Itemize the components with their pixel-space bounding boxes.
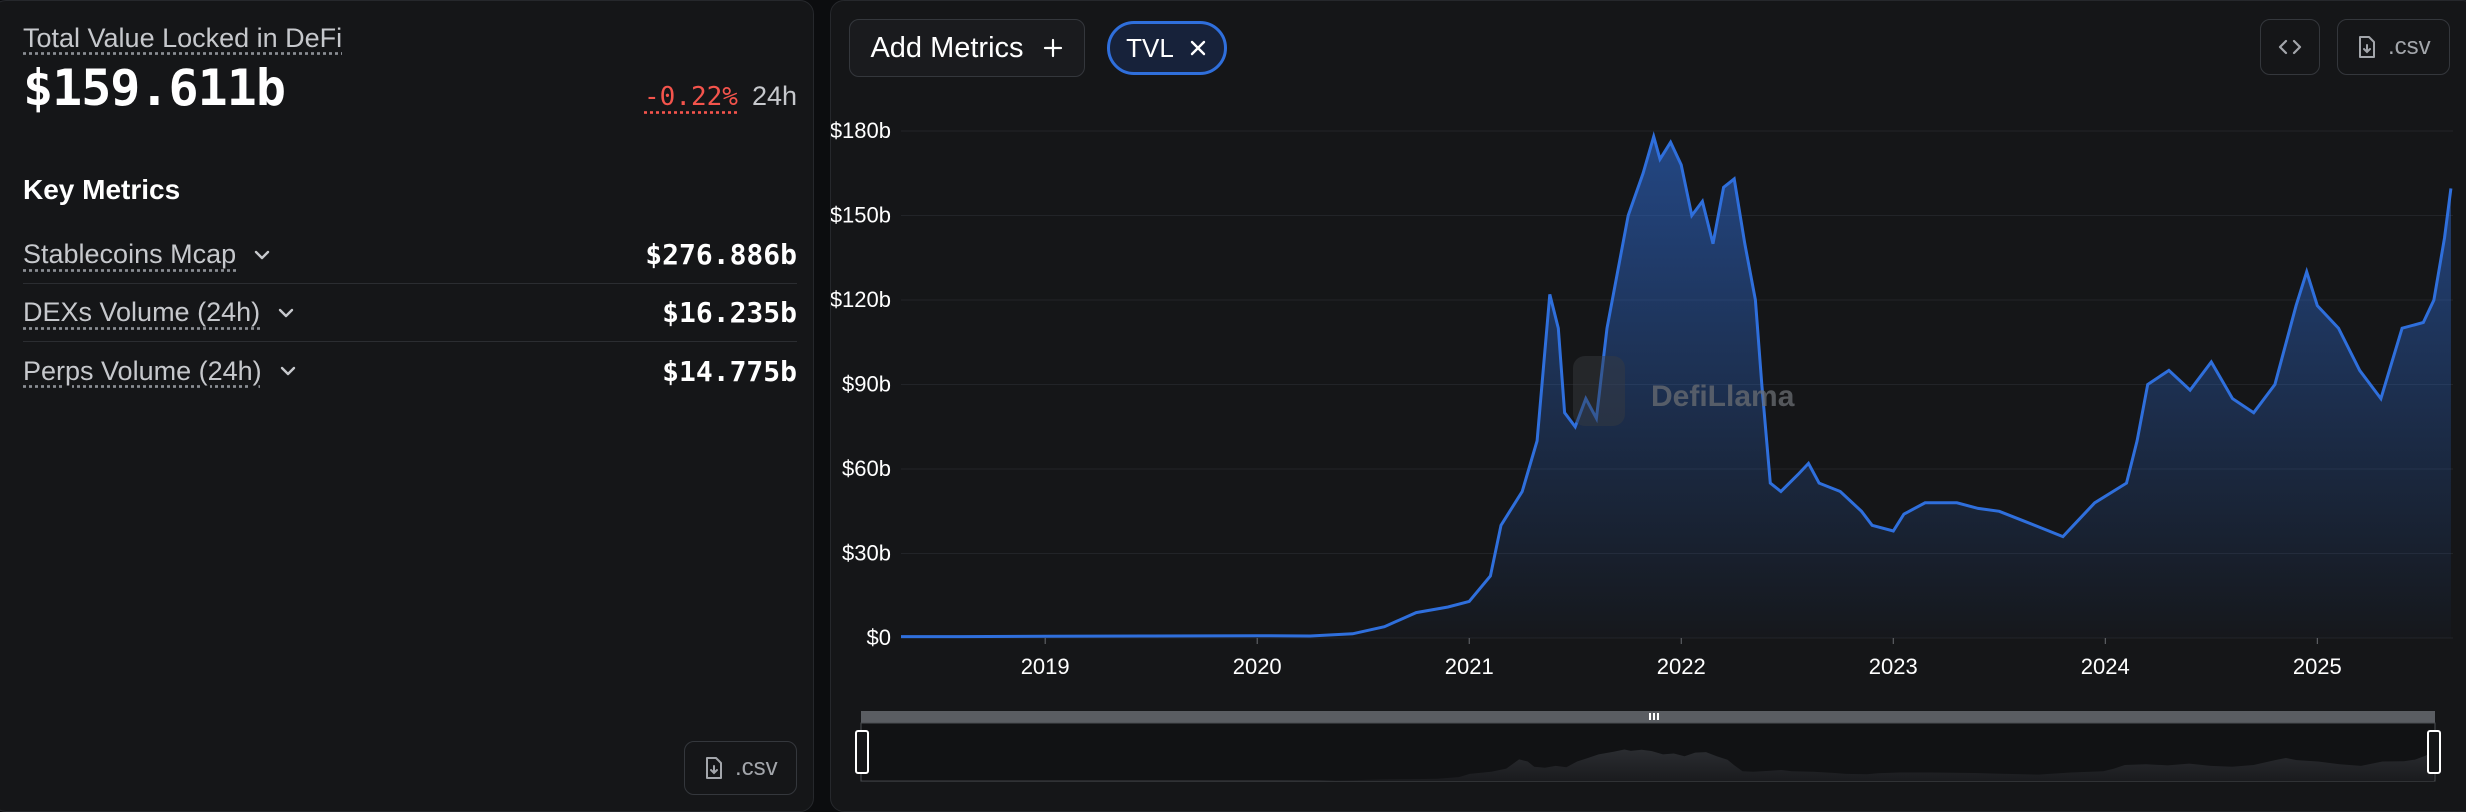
metric-row-perps-volume[interactable]: Perps Volume (24h) $14.775b [23, 342, 797, 400]
x-tick-label: 2021 [1445, 654, 1494, 679]
llama-logo-icon [1573, 356, 1625, 426]
range-navigator[interactable] [855, 711, 2441, 782]
y-tick-label: $150b [831, 203, 891, 228]
csv-label: .csv [2388, 33, 2431, 60]
tvl-area [901, 136, 2451, 638]
x-tick-label: 2019 [1021, 654, 1070, 679]
metric-value: $16.235b [662, 296, 797, 329]
y-axis: $0 $30b $60b $90b $120b $150b $180b [831, 118, 891, 650]
y-tick-label: $60b [842, 456, 891, 481]
y-tick-label: $30b [842, 541, 891, 566]
chart-panel: Add Metrics TVL .csv $0 $30b $60b $90b $120b… [830, 0, 2466, 812]
metric-label: Perps Volume (24h) [23, 355, 262, 386]
summary-panel: Total Value Locked in DeFi $159.611b -0.… [0, 0, 814, 812]
x-tick-label: 2024 [2081, 654, 2130, 679]
csv-download-button[interactable]: .csv [684, 741, 797, 795]
navigator-left-handle[interactable] [855, 730, 869, 774]
metric-toggle[interactable]: DEXs Volume (24h) [23, 297, 298, 328]
y-tick-label: $120b [831, 287, 891, 312]
plus-icon [1043, 38, 1062, 58]
x-tick-label: 2023 [1869, 654, 1918, 679]
tvl-change: -0.22% 24h [644, 81, 797, 112]
navigator-grip-icon[interactable] [1649, 713, 1659, 720]
change-value[interactable]: -0.22% [644, 82, 738, 112]
file-download-icon [706, 757, 722, 779]
metric-value: $14.775b [662, 354, 797, 388]
metric-value: $276.886b [645, 238, 797, 271]
watermark-text: DefiLlama [1651, 380, 1795, 413]
tvl-metric-chip[interactable]: TVL [1107, 21, 1227, 75]
add-metrics-label: Add Metrics [870, 31, 1024, 64]
y-tick-label: $180b [831, 118, 891, 143]
metric-toggle[interactable]: Stablecoins Mcap [23, 239, 274, 270]
change-period: 24h [751, 81, 797, 111]
x-axis: 2019 2020 2021 2022 2023 2024 2025 [1021, 638, 2342, 679]
chevron-down-icon [280, 366, 295, 376]
tvl-line[interactable] [901, 131, 2453, 639]
y-tick-label: $0 [867, 625, 891, 650]
x-tick-label: 2022 [1657, 654, 1706, 679]
csv-label: .csv [735, 754, 778, 781]
metric-label: DEXs Volume (24h) [23, 297, 261, 327]
navigator-preview [862, 749, 2434, 781]
metric-toggle[interactable]: Perps Volume (24h) [23, 356, 300, 387]
x-tick-label: 2020 [1233, 654, 1282, 679]
y-tick-label: $90b [842, 372, 891, 397]
metric-label: Stablecoins Mcap [23, 239, 237, 269]
file-download-icon [2359, 36, 2375, 58]
tvl-chart[interactable]: $0$30b$60b$90b$120b$150b$180b 2019 2020 20… [831, 1, 2466, 811]
embed-code-button[interactable] [2260, 19, 2320, 75]
code-icon [2278, 39, 2302, 55]
navigator-right-handle[interactable] [2427, 730, 2441, 774]
chart-csv-download-button[interactable]: .csv [2337, 19, 2450, 75]
chevron-down-icon [254, 250, 270, 259]
x-tick-label: 2025 [2293, 654, 2342, 679]
tvl-label[interactable]: Total Value Locked in DeFi [23, 23, 343, 53]
key-metrics-title: Key Metrics [23, 174, 181, 205]
tvl-chip-label: TVL [1126, 32, 1174, 63]
add-metrics-button[interactable]: Add Metrics [849, 19, 1085, 77]
chevron-down-icon [278, 308, 294, 317]
close-icon[interactable] [1188, 38, 1208, 58]
metric-row-dexs-volume[interactable]: DEXs Volume (24h) $16.235b [23, 284, 797, 342]
watermark: DefiLlama [1573, 356, 1795, 426]
metric-row-stablecoins[interactable]: Stablecoins Mcap $276.886b [23, 226, 797, 284]
tvl-value: $159.611b [23, 59, 286, 117]
navigator-top-bar[interactable] [861, 711, 2435, 723]
